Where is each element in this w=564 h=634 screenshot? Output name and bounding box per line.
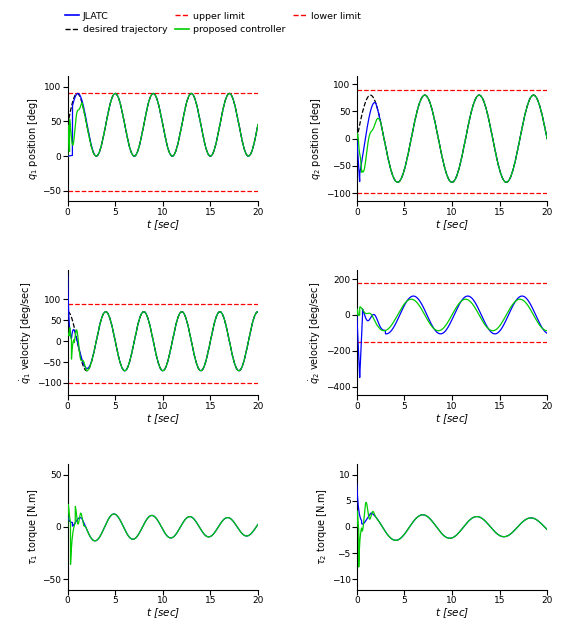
Y-axis label: $\dot{q}_2$ velocity [deg/sec]: $\dot{q}_2$ velocity [deg/sec]	[308, 281, 323, 384]
Legend: JLATC, desired trajectory, upper limit, proposed controller, lower limit: JLATC, desired trajectory, upper limit, …	[61, 8, 364, 38]
Y-axis label: $q_1$ position [deg]: $q_1$ position [deg]	[25, 97, 39, 180]
X-axis label: $t$ [sec]: $t$ [sec]	[435, 412, 469, 426]
X-axis label: $t$ [sec]: $t$ [sec]	[146, 606, 180, 620]
X-axis label: $t$ [sec]: $t$ [sec]	[146, 218, 180, 232]
X-axis label: $t$ [sec]: $t$ [sec]	[435, 218, 469, 232]
Y-axis label: $q_2$ position [deg]: $q_2$ position [deg]	[309, 97, 323, 180]
Y-axis label: $\dot{q}_1$ velocity [deg/sec]: $\dot{q}_1$ velocity [deg/sec]	[19, 281, 34, 384]
Y-axis label: $\tau_1$ torque [N.m]: $\tau_1$ torque [N.m]	[25, 489, 39, 566]
X-axis label: $t$ [sec]: $t$ [sec]	[435, 606, 469, 620]
X-axis label: $t$ [sec]: $t$ [sec]	[146, 412, 180, 426]
Y-axis label: $\tau_2$ torque [N.m]: $\tau_2$ torque [N.m]	[315, 489, 329, 566]
